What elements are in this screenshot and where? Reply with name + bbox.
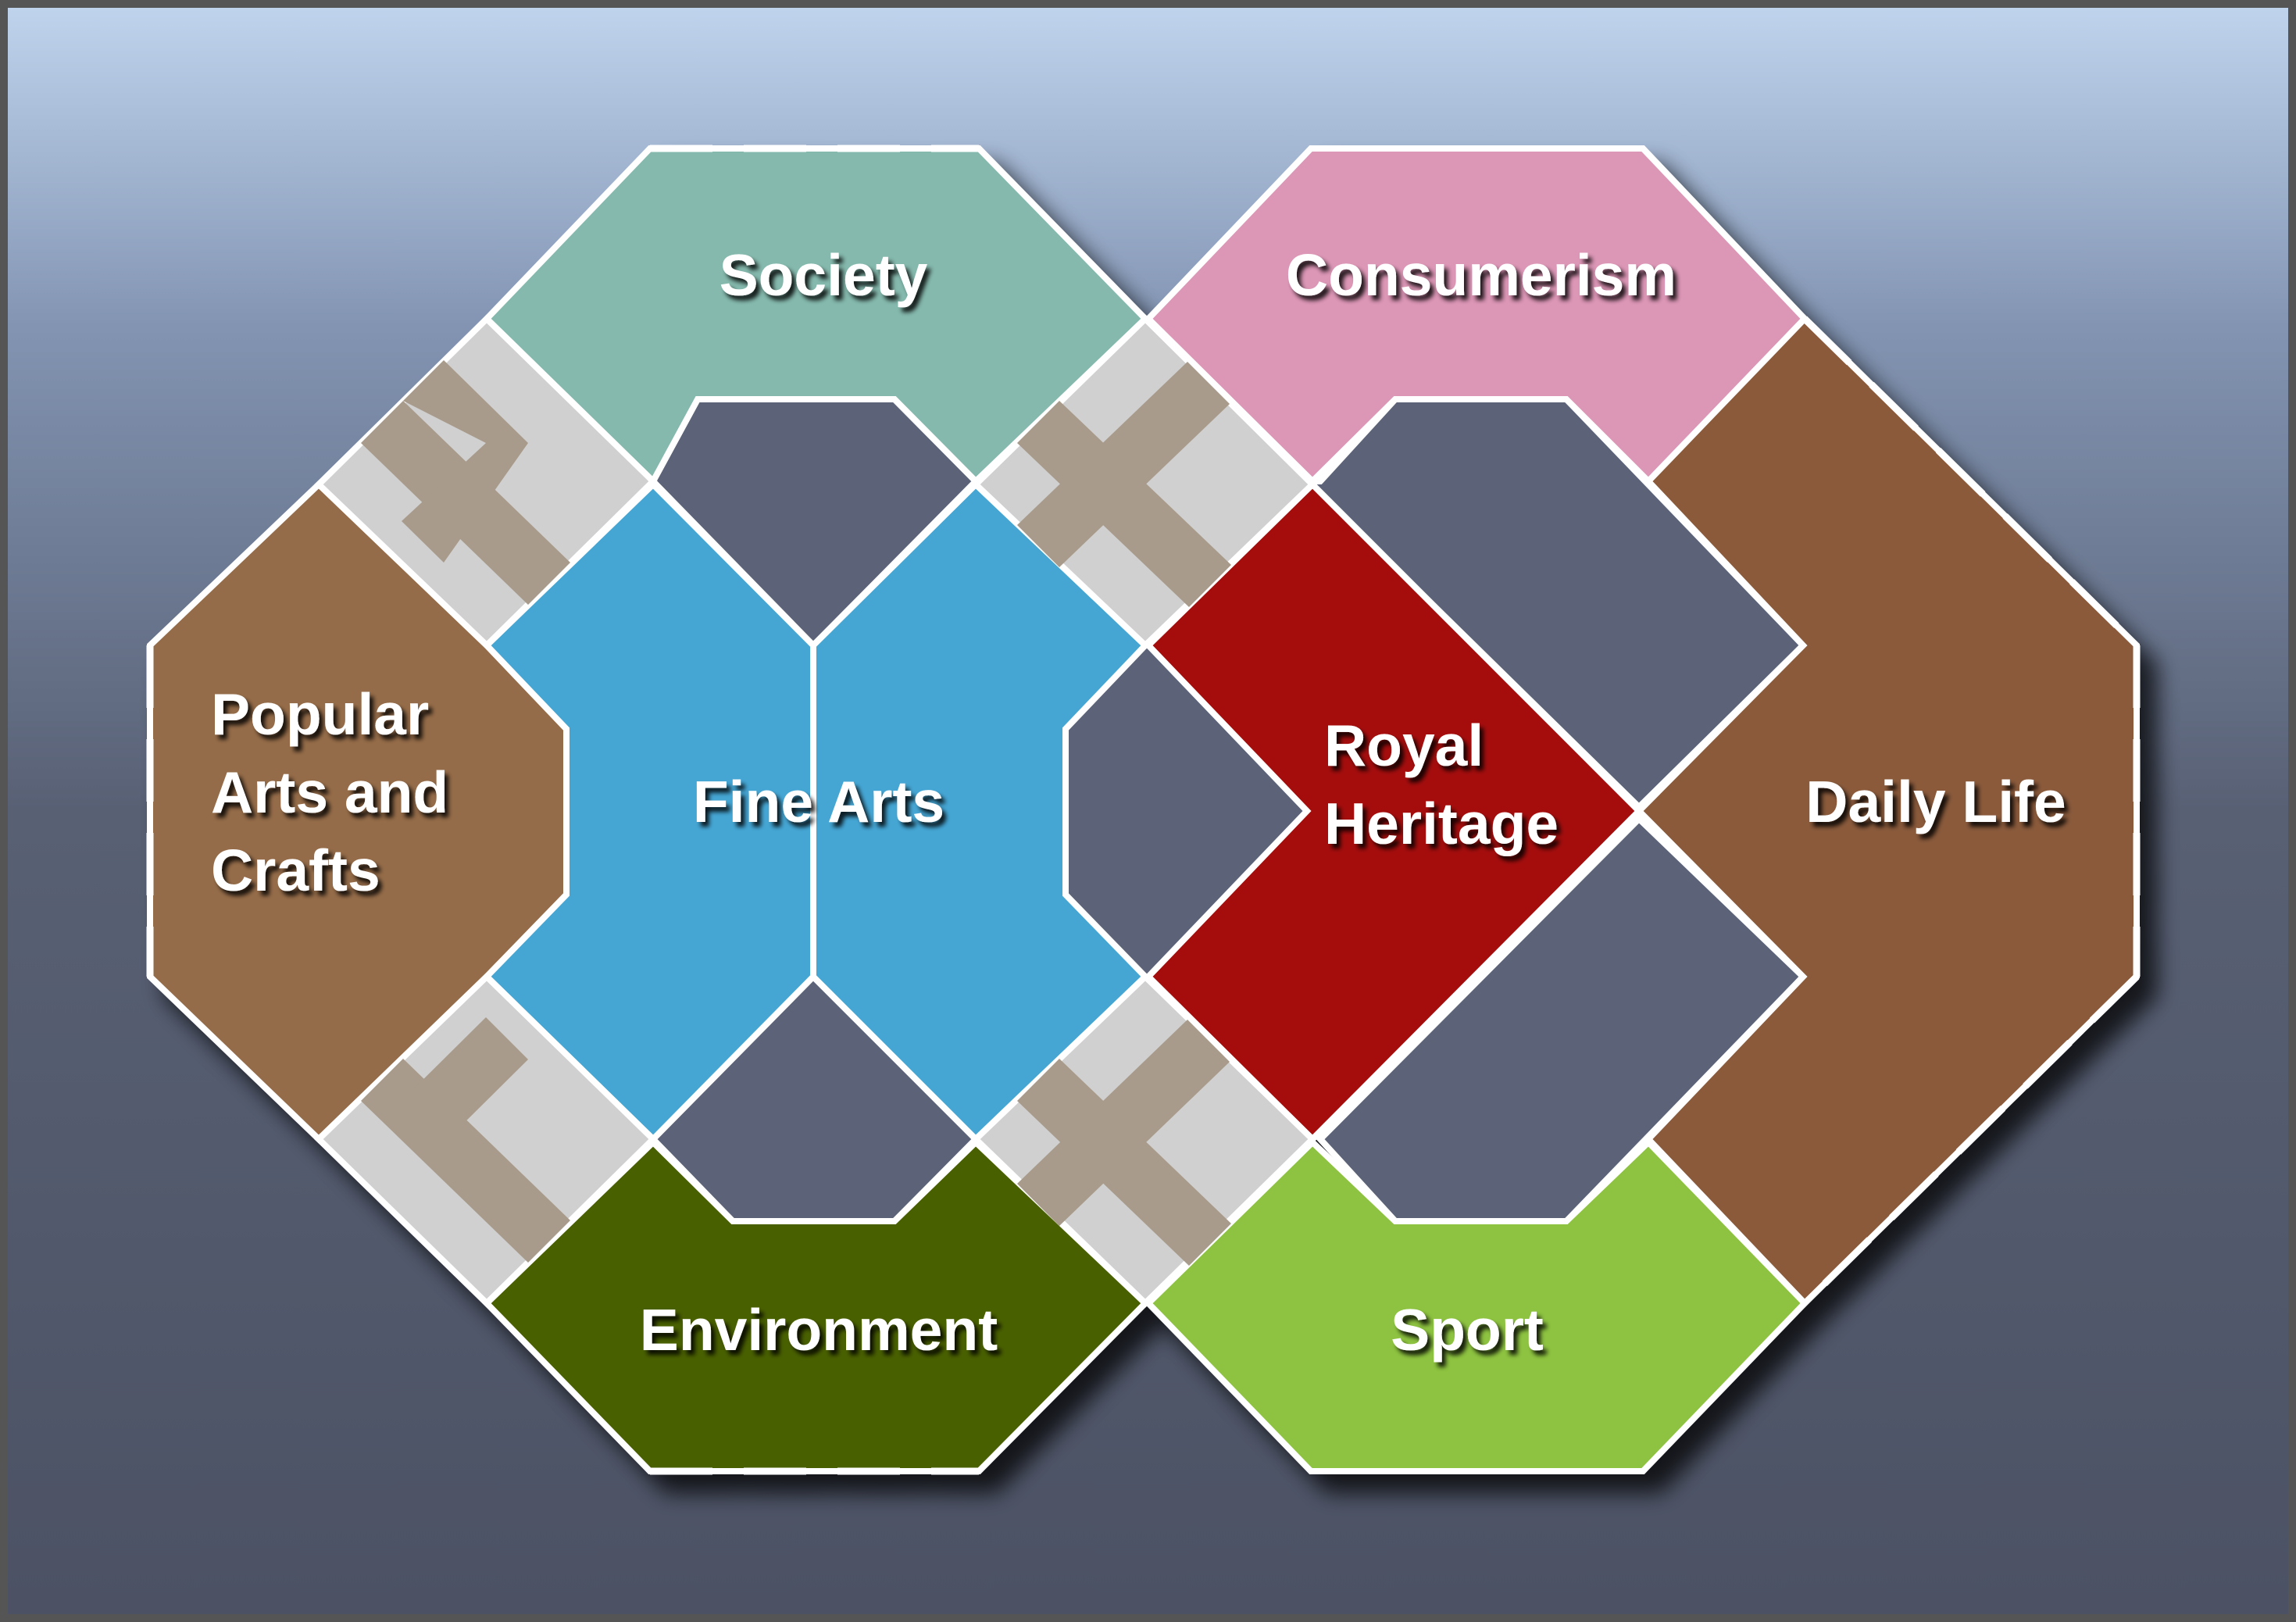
plan-group xyxy=(146,145,2141,1475)
label-sport: Sport xyxy=(1391,1297,1544,1363)
label-popular-line-1: Popular xyxy=(211,681,429,747)
label-royal-line-1: Royal xyxy=(1324,713,1484,778)
label-consumerism: Consumerism xyxy=(1286,242,1676,308)
label-popular-line-2: Arts and xyxy=(211,759,448,825)
zone-labels: Society Consumerism Popular Arts and Cra… xyxy=(211,242,2066,1363)
connector-top-left xyxy=(314,314,658,650)
label-royal-line-2: Heritage xyxy=(1324,791,1559,856)
connector-top-center xyxy=(971,314,1317,650)
zone-sport[interactable] xyxy=(1144,1138,1809,1474)
label-popular-line-3: Crafts xyxy=(211,838,380,903)
label-popular-arts-and-crafts: Popular Arts and Crafts xyxy=(211,681,465,903)
label-fine-arts: Fine Arts xyxy=(693,769,944,834)
connector-bottom-center xyxy=(971,972,1317,1308)
zone-daily-life[interactable] xyxy=(1634,314,2140,1308)
label-royal-heritage: Royal Heritage xyxy=(1324,713,1559,856)
label-environment: Environment xyxy=(640,1297,998,1363)
label-daily-life: Daily Life xyxy=(1805,769,2066,834)
connector-bottom-left xyxy=(314,972,658,1308)
outer-edge-dashes xyxy=(146,145,2141,1475)
label-society: Society xyxy=(720,242,928,308)
